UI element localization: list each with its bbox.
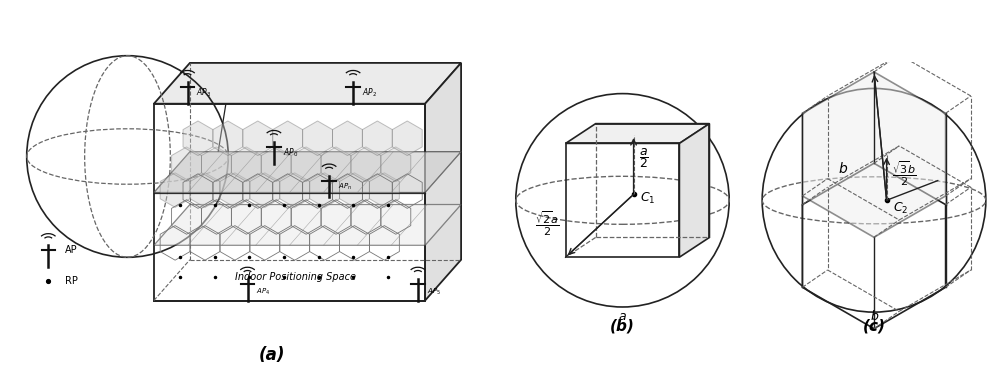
Text: $AP_2$: $AP_2$ [362,87,377,99]
Polygon shape [303,121,333,156]
Text: $AP_4$: $AP_4$ [256,287,270,297]
Polygon shape [392,121,422,156]
Polygon shape [183,121,213,156]
Polygon shape [369,173,399,208]
Text: $\dfrac{\sqrt{2}a}{2}$: $\dfrac{\sqrt{2}a}{2}$ [535,210,559,238]
Polygon shape [381,147,411,181]
Text: $AP_n$: $AP_n$ [338,182,352,192]
Text: $b$: $b$ [838,161,848,176]
Polygon shape [273,121,303,156]
Polygon shape [291,147,321,181]
Text: AP: AP [65,245,78,255]
Polygon shape [172,147,202,181]
Polygon shape [280,173,310,208]
Polygon shape [213,121,243,156]
Text: $AP_3$: $AP_3$ [196,87,211,99]
Text: Indoor Positioning Space: Indoor Positioning Space [235,271,356,281]
Polygon shape [321,147,351,181]
Text: $C_1$: $C_1$ [640,191,655,206]
Polygon shape [243,121,273,156]
Polygon shape [154,152,461,192]
Polygon shape [220,173,250,208]
Text: b: b [870,310,878,323]
Polygon shape [250,173,280,208]
Polygon shape [261,147,291,181]
Polygon shape [340,173,369,208]
Polygon shape [231,147,261,181]
Polygon shape [201,147,231,181]
Polygon shape [332,121,362,156]
Text: a: a [619,310,626,323]
Polygon shape [310,173,340,208]
Polygon shape [154,204,461,245]
Polygon shape [566,124,709,143]
Text: (b): (b) [610,319,635,334]
Polygon shape [802,72,946,237]
Polygon shape [351,147,381,181]
Text: $AP_5$: $AP_5$ [427,287,441,297]
Text: $C_2$: $C_2$ [893,201,908,216]
Polygon shape [425,63,461,301]
Text: RP: RP [65,276,78,286]
Polygon shape [190,173,220,208]
Polygon shape [160,173,190,208]
Polygon shape [679,124,709,257]
Text: $\dfrac{a}{2}$: $\dfrac{a}{2}$ [639,146,649,171]
Text: $\dfrac{\sqrt{3}b}{2}$: $\dfrac{\sqrt{3}b}{2}$ [892,159,917,187]
Text: (c): (c) [862,318,886,333]
Polygon shape [362,121,392,156]
Text: (a): (a) [258,346,285,365]
Polygon shape [154,63,461,104]
Text: $AP_0$: $AP_0$ [283,147,298,159]
